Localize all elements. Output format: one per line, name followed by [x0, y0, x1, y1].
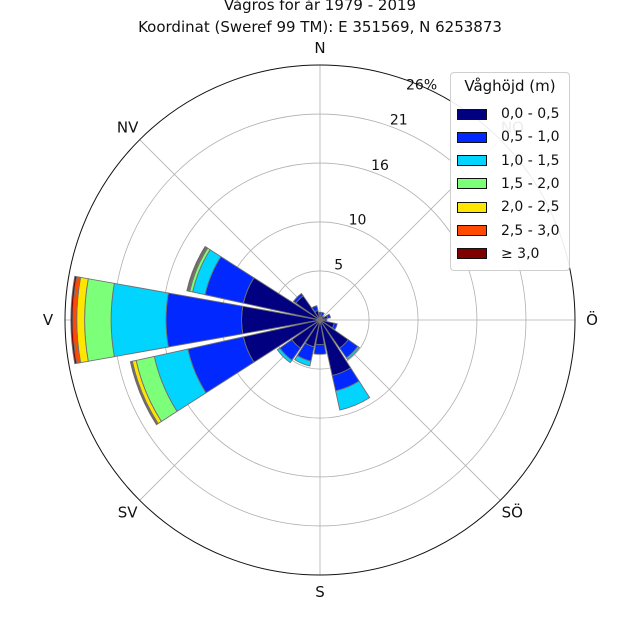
bar-sector-7-bin-2: [335, 380, 371, 411]
direction-label-SÖ: SÖ: [502, 502, 523, 521]
legend-item: 2,5 - 3,0: [457, 222, 559, 240]
legend-label: 0,0 - 0,5: [501, 106, 560, 122]
legend-label: ≥ 3,0: [501, 245, 540, 262]
bar-sector-10-bin-2: [276, 347, 293, 364]
bar-sector-12-bin-6: [70, 275, 78, 365]
legend-label: 2,5 - 3,0: [501, 222, 560, 239]
radial-tick-label-2: 16: [371, 158, 389, 174]
radial-tick-label-3: 21: [390, 113, 408, 129]
legend-item: 0,5 - 1,0: [457, 128, 559, 146]
legend: Våghöjd (m) 0,0 - 0,5 0,5 - 1,0 1,0 - 1,5 1…: [450, 72, 570, 271]
bar-sector-9-bin-2: [294, 354, 312, 367]
bar-sector-5-bin-1: [331, 322, 338, 331]
bar-sector-14-bin-1: [292, 292, 304, 304]
legend-swatch: [457, 108, 487, 120]
grid-spoke-7: [139, 139, 321, 321]
direction-label-Ö: Ö: [586, 310, 598, 329]
bar-sector-12-bin-3: [84, 278, 115, 362]
legend-swatch: [457, 155, 487, 167]
bar-sector-6-bin-2: [345, 345, 361, 361]
radial-tick-label-0: 5: [334, 258, 343, 274]
legend-label: 2,0 - 2,5: [501, 199, 560, 216]
chart-title: Vågros för år 1979 - 2019: [223, 0, 417, 14]
bar-sector-15-bin-1: [311, 305, 319, 313]
legend-label: 0,5 - 1,0: [501, 129, 560, 146]
bar-sector-8-bin-1: [313, 343, 327, 355]
legend-item: 1,5 - 2,0: [457, 175, 559, 193]
direction-label-S: S: [315, 583, 325, 601]
legend-swatch: [457, 131, 487, 143]
bars: [70, 245, 371, 426]
direction-label-SV: SV: [118, 503, 139, 521]
direction-label-NV: NV: [117, 119, 139, 137]
direction-label-N: N: [314, 39, 325, 57]
bar-sector-11-bin-6: [129, 360, 158, 426]
chart-subtitle: Koordinat (Sweref 99 TM): E 351569, N 62…: [138, 18, 502, 36]
legend-swatch: [457, 201, 487, 213]
radial-max-label: 26%: [406, 77, 437, 93]
legend-swatch: [457, 248, 487, 260]
bar-sector-12-bin-2: [110, 282, 169, 358]
bar-sector-3-bin-1: [325, 313, 332, 319]
direction-label-V: V: [43, 311, 54, 329]
legend-swatch: [457, 178, 487, 190]
radial-tick-label-1: 10: [349, 212, 367, 228]
bar-sector-1-bin-1: [320, 311, 325, 319]
legend-item: 0,0 - 0,5: [457, 105, 559, 123]
bar-sector-12-bin-1: [165, 292, 244, 348]
legend-label: 1,5 - 2,0: [501, 175, 560, 192]
legend-item: ≥ 3,0: [457, 245, 539, 263]
legend-swatch: [457, 225, 487, 236]
bar-sector-13-bin-6: [186, 245, 207, 292]
outer-circle: [64, 64, 576, 576]
legend-label: 1,0 - 1,5: [501, 152, 560, 169]
legend-title: Våghöjd (m): [464, 77, 556, 95]
legend-item: 2,0 - 2,5: [457, 198, 559, 216]
legend-item: 1,0 - 1,5: [457, 152, 559, 170]
